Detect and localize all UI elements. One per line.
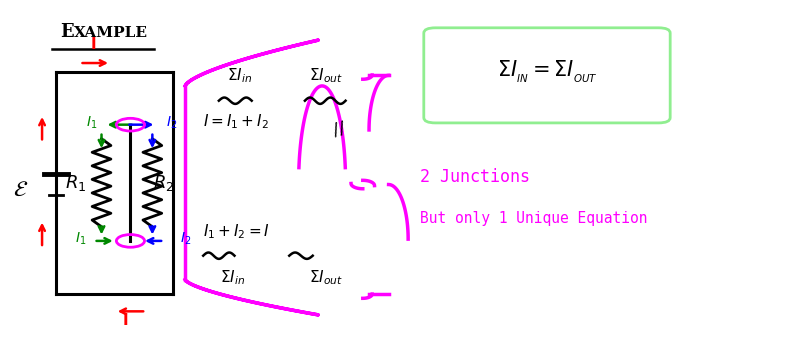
Text: $R_1$: $R_1$ — [65, 173, 86, 193]
Text: $R_2$: $R_2$ — [152, 173, 174, 193]
Text: $I = I_1 + I_2$: $I = I_1 + I_2$ — [203, 113, 269, 131]
FancyBboxPatch shape — [424, 28, 670, 123]
Text: But only 1 Unique Equation: But only 1 Unique Equation — [420, 211, 648, 225]
Text: //: // — [331, 119, 348, 139]
Text: $I_1$: $I_1$ — [75, 231, 86, 247]
Text: E: E — [60, 23, 74, 40]
Text: $I_1$: $I_1$ — [86, 115, 98, 131]
Text: 2 Junctions: 2 Junctions — [420, 169, 530, 186]
Text: $\Sigma I_{in}$: $\Sigma I_{in}$ — [220, 268, 245, 287]
Text: $I_1 + I_2 = I$: $I_1 + I_2 = I$ — [203, 223, 269, 241]
Text: I: I — [122, 313, 128, 328]
Text: $I_2$: $I_2$ — [180, 231, 191, 247]
Text: $\Sigma I_{out}$: $\Sigma I_{out}$ — [309, 66, 343, 85]
Text: $\Sigma I_{in}$: $\Sigma I_{in}$ — [228, 66, 253, 85]
Text: $\mathcal{E}$: $\mathcal{E}$ — [13, 180, 28, 200]
Text: $\Sigma I_{_{IN}} = \Sigma I_{_{OUT}}$: $\Sigma I_{_{IN}} = \Sigma I_{_{OUT}}$ — [497, 59, 597, 85]
Text: $I_2$: $I_2$ — [166, 115, 177, 131]
Text: $\Sigma I_{out}$: $\Sigma I_{out}$ — [309, 268, 343, 287]
Text: XAMPLE: XAMPLE — [74, 26, 148, 40]
Text: I: I — [91, 37, 97, 52]
